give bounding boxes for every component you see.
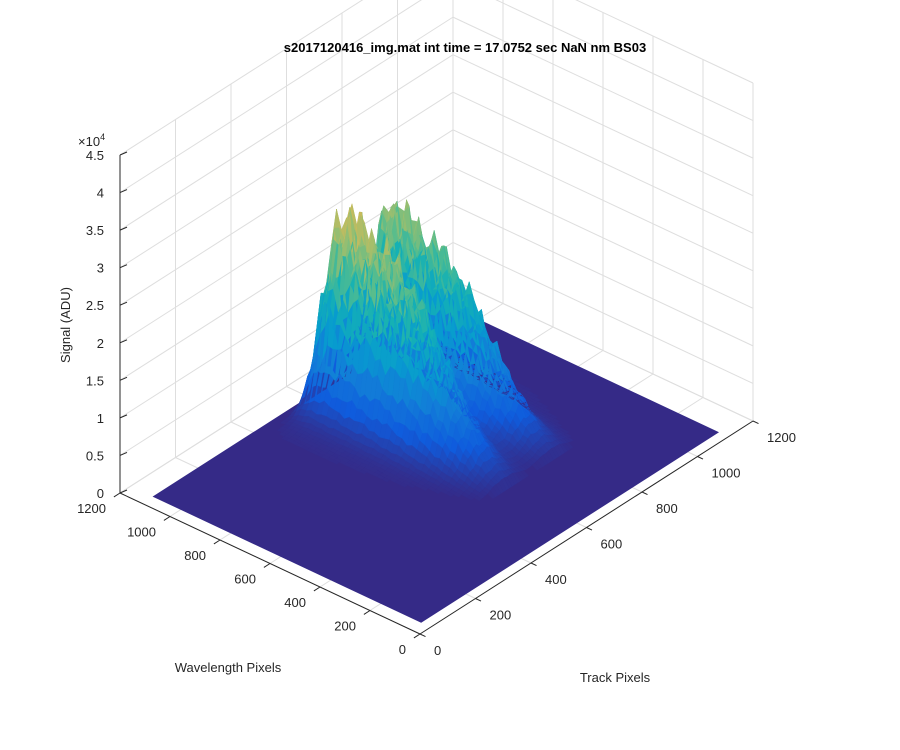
surface-patch <box>565 437 575 442</box>
grid-line <box>452 204 754 347</box>
y-tick-label: 600 <box>234 572 256 587</box>
grid-line <box>119 129 454 344</box>
x-tick <box>641 491 648 496</box>
surface-patch <box>539 403 549 409</box>
grid-line <box>452 91 754 234</box>
z-axis-label: Signal (ADU) <box>58 287 73 363</box>
y-tick-label: 1000 <box>127 525 156 540</box>
x-tick-label: 1000 <box>712 466 741 481</box>
x-tick-label: 400 <box>545 572 567 587</box>
z-tick-label: 4.5 <box>86 148 104 163</box>
y-axis-label: Wavelength Pixels <box>175 660 282 675</box>
z-tick <box>119 189 128 194</box>
y-tick-label: 400 <box>284 595 306 610</box>
y-tick <box>213 539 221 545</box>
x-axis-label: Track Pixels <box>580 670 651 685</box>
z-tick <box>119 451 128 456</box>
y-tick <box>263 563 271 568</box>
surface-patch <box>549 414 558 420</box>
surface-mesh <box>276 199 575 502</box>
grid-line <box>452 129 754 272</box>
surface-patch <box>553 422 563 427</box>
tick-labels: 0200400600800100012000200400600800100012… <box>77 148 796 658</box>
x-tick-label: 600 <box>601 537 623 552</box>
z-exponent-label: ×104 <box>78 132 105 149</box>
x-tick <box>752 420 759 425</box>
grid-line <box>452 279 754 422</box>
z-tick <box>119 489 128 494</box>
z-tick-label: 2 <box>97 336 104 351</box>
x-tick-label: 800 <box>656 501 678 516</box>
surface-patch <box>530 393 540 398</box>
surface-patch <box>510 377 520 383</box>
z-exponent-power: 4 <box>100 132 105 142</box>
grid-line <box>495 0 754 122</box>
z-tick-label: 0.5 <box>86 448 104 463</box>
z-tick <box>119 414 128 419</box>
surface-patch <box>563 433 572 438</box>
y-tick-label: 0 <box>399 642 406 657</box>
x-tick <box>530 562 537 567</box>
y-tick-label: 200 <box>334 619 356 634</box>
y-tick <box>413 633 421 639</box>
surface-patch <box>523 386 532 392</box>
y-tick-label: 800 <box>184 548 206 563</box>
grid-line <box>452 241 754 384</box>
grid-line <box>119 0 422 193</box>
x-tick <box>697 456 704 460</box>
grid-line <box>452 166 754 309</box>
y-tick <box>163 516 171 521</box>
surface-patch <box>551 418 561 423</box>
z-tick-label: 1 <box>97 411 104 426</box>
z-tick-label: 3 <box>97 261 104 276</box>
z-tick-label: 1.5 <box>86 373 104 388</box>
z-tick <box>119 301 128 306</box>
grid-line <box>119 16 454 231</box>
surface-patch <box>520 470 530 478</box>
y-tick <box>363 610 371 615</box>
z-exponent-base: ×10 <box>78 134 100 149</box>
grid-line <box>119 54 454 269</box>
grid-line <box>452 54 754 197</box>
z-tick <box>119 226 128 231</box>
surface-patch <box>532 397 542 402</box>
x-tick <box>586 527 593 531</box>
surface-patch <box>542 407 551 413</box>
z-tick-label: 3.5 <box>86 223 104 238</box>
grid-line <box>575 0 754 84</box>
x-tick-label: 0 <box>434 643 441 658</box>
grid-line <box>119 91 454 306</box>
x-tick <box>419 633 426 638</box>
z-tick-label: 4 <box>97 186 104 201</box>
surface-patch <box>560 429 570 434</box>
z-tick <box>119 264 128 269</box>
z-tick <box>119 339 128 344</box>
chart-title: s2017120416_img.mat int time = 17.0752 s… <box>284 40 646 55</box>
x-tick <box>475 598 482 602</box>
z-tick <box>119 151 128 156</box>
z-tick-label: 2.5 <box>86 298 104 313</box>
x-tick-label: 1200 <box>767 430 796 445</box>
y-tick <box>113 492 121 498</box>
z-tick-label: 0 <box>97 486 104 501</box>
x-tick-label: 200 <box>490 608 512 623</box>
z-tick <box>119 376 128 381</box>
grid-line <box>452 16 754 159</box>
y-tick <box>313 586 321 592</box>
grid-line <box>119 0 364 156</box>
surface-patch <box>564 442 574 450</box>
y-tick-label: 1200 <box>77 501 106 516</box>
